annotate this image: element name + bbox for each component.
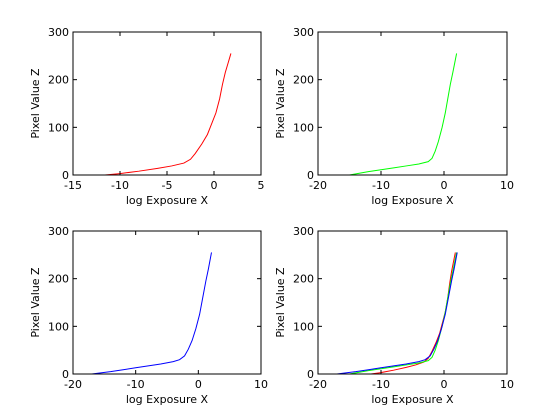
y-tick-label: 100 <box>48 320 69 333</box>
x-tick-label: 10 <box>254 378 268 391</box>
x-tick-label: -5 <box>162 179 173 192</box>
x-tick-label: 0 <box>195 378 202 391</box>
x-tick-label: -10 <box>372 179 390 192</box>
x-tick-label: 5 <box>258 179 265 192</box>
x-tick-label: -20 <box>64 378 82 391</box>
axes-box <box>72 230 262 375</box>
x-tick-label: -20 <box>309 179 327 192</box>
x-tick-label: 0 <box>211 179 218 192</box>
y-tick-label: 200 <box>48 74 69 87</box>
x-axis-label: log Exposure X <box>126 194 209 207</box>
y-tick-label: 0 <box>62 368 69 381</box>
y-tick-label: 100 <box>48 121 69 134</box>
y-tick-label: 0 <box>307 169 314 182</box>
x-tick-label: 0 <box>441 378 448 391</box>
y-tick-label: 100 <box>293 320 314 333</box>
x-tick-label: -10 <box>372 378 390 391</box>
series-line-4-3 <box>336 252 458 374</box>
x-tick-label: -10 <box>111 179 129 192</box>
axes-box <box>317 31 508 176</box>
x-axis-label: log Exposure X <box>371 393 454 406</box>
y-tick-label: 100 <box>293 121 314 134</box>
y-tick-label: 300 <box>293 225 314 238</box>
x-tick-label: -20 <box>309 378 327 391</box>
y-tick-label: 200 <box>293 273 314 286</box>
series-line-1-1 <box>104 53 232 175</box>
x-tick-label: 10 <box>500 378 514 391</box>
y-tick-label: 200 <box>293 74 314 87</box>
x-axis-label: log Exposure X <box>371 194 454 207</box>
y-axis-label: Pixel Value Z <box>29 267 42 338</box>
y-axis-label: Pixel Value Z <box>274 267 287 338</box>
x-tick-label: -15 <box>64 179 82 192</box>
series-line-2-1 <box>349 53 458 175</box>
series-line-4-1 <box>370 252 456 374</box>
x-tick-label: -10 <box>127 378 145 391</box>
y-tick-label: 0 <box>62 169 69 182</box>
y-axis-label: Pixel Value Z <box>274 68 287 139</box>
y-tick-label: 300 <box>48 26 69 39</box>
x-tick-label: 10 <box>500 179 514 192</box>
axes-box <box>317 230 508 375</box>
y-axis-label: Pixel Value Z <box>29 68 42 139</box>
axes-box <box>72 31 262 176</box>
series-line-4-2 <box>349 252 458 374</box>
y-tick-label: 300 <box>293 26 314 39</box>
x-tick-label: 0 <box>441 179 448 192</box>
x-axis-label: log Exposure X <box>126 393 209 406</box>
series-line-3-1 <box>91 252 212 374</box>
y-tick-label: 0 <box>307 368 314 381</box>
y-tick-label: 200 <box>48 273 69 286</box>
y-tick-label: 300 <box>48 225 69 238</box>
